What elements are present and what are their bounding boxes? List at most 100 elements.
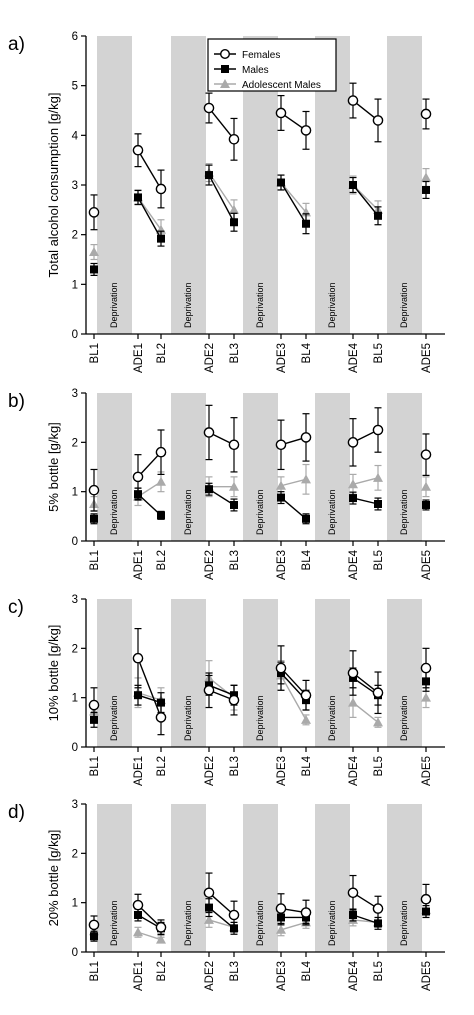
series-line (280, 478, 307, 487)
data-point (228, 134, 240, 145)
y-tick-label: 3 (72, 388, 78, 400)
x-tick-label: ADE2 (204, 961, 216, 991)
data-point (300, 907, 312, 918)
y-axis-title: 5% bottle [g/kg] (46, 422, 61, 512)
deprivation-band (97, 804, 132, 952)
deprivation-band (387, 393, 422, 541)
series-line (280, 182, 307, 225)
panel-label: b) (8, 391, 25, 412)
data-point (374, 500, 382, 508)
x-tick-label: ADE5 (421, 961, 433, 991)
y-tick-label: 3 (72, 799, 78, 811)
data-point (347, 887, 359, 899)
data-point (420, 662, 432, 674)
data-point (420, 108, 432, 120)
data-point (132, 144, 144, 156)
deprivation-band (97, 599, 132, 747)
legend-marker (220, 79, 230, 88)
deprivation-label: Deprivation (109, 695, 119, 741)
series-line (208, 892, 235, 916)
deprivation-band (387, 36, 422, 334)
legend-box (207, 38, 337, 92)
series-line (208, 172, 235, 211)
deprivation-band (97, 393, 132, 541)
panel-label: a) (8, 34, 25, 55)
series-line (352, 477, 379, 485)
series-line (208, 107, 235, 140)
legend-marker (219, 49, 230, 60)
series-line (352, 497, 379, 505)
data-point (203, 887, 215, 899)
data-point (277, 178, 285, 187)
legend-label: Adolescent Males (242, 80, 321, 91)
x-tick-label: ADE5 (421, 550, 433, 580)
y-axis-title: Total alcohol consumption [g/kg] (46, 93, 61, 278)
data-point (203, 427, 215, 438)
x-tick-label: BL3 (229, 343, 241, 363)
data-point (421, 481, 431, 491)
data-point (155, 183, 167, 195)
y-tick-label: 0 (72, 947, 78, 959)
x-tick-label: ADE2 (204, 343, 216, 373)
data-point (230, 218, 238, 227)
series-line (137, 657, 162, 718)
y-tick-label: 1 (72, 693, 78, 705)
data-point (88, 919, 100, 931)
deprivation-band (171, 804, 206, 952)
series-females (88, 404, 432, 512)
panel-label: d) (8, 802, 25, 823)
y-tick-label: 2 (72, 848, 78, 860)
x-tick-label: BL3 (229, 961, 241, 981)
deprivation-band (387, 599, 422, 747)
data-point (90, 932, 98, 941)
series-females (88, 627, 432, 736)
data-point (421, 172, 431, 182)
data-point (88, 699, 100, 711)
data-point (349, 181, 357, 189)
data-point (275, 439, 287, 451)
series-line (137, 904, 162, 928)
x-tick-label: ADE1 (133, 343, 145, 373)
x-tick-label: BL4 (301, 549, 313, 570)
series-line (280, 675, 307, 721)
legend-marker (221, 65, 229, 73)
x-tick-label: ADE4 (348, 342, 360, 373)
data-point (276, 924, 286, 934)
x-tick-label: ADE4 (348, 755, 360, 786)
series-line (137, 931, 162, 941)
deprivation-band (315, 393, 350, 541)
x-tick-label: BL4 (301, 960, 313, 981)
data-point (300, 125, 312, 136)
data-point (372, 903, 384, 914)
data-point (349, 911, 357, 919)
data-point (373, 717, 383, 727)
x-tick-label: BL4 (301, 755, 313, 776)
data-point (132, 652, 144, 664)
x-tick-label: BL3 (229, 756, 241, 776)
series-line (280, 667, 307, 696)
y-tick-label: 4 (72, 130, 79, 142)
data-point (88, 484, 100, 496)
deprivation-band (243, 804, 278, 952)
series-line (352, 184, 379, 217)
x-tick-label: BL4 (301, 342, 313, 363)
panel-label: c) (8, 597, 24, 618)
data-point (275, 107, 287, 119)
y-tick-label: 1 (72, 898, 78, 910)
deprivation-label: Deprivation (109, 489, 119, 535)
data-point (155, 446, 167, 458)
series-line (352, 672, 379, 694)
y-tick-label: 2 (72, 643, 78, 655)
series-line (352, 914, 379, 925)
data-point (302, 219, 310, 228)
y-tick-label: 3 (72, 180, 78, 192)
y-tick-label: 0 (72, 742, 78, 754)
y-tick-label: 5 (72, 81, 78, 93)
y-tick-label: 0 (72, 329, 78, 341)
data-point (348, 479, 358, 489)
data-point (132, 899, 144, 911)
x-tick-label: BL5 (373, 343, 385, 363)
legend-label: Males (242, 65, 269, 76)
panel-a: Deprivation Deprivation Deprivation Depriva… (8, 31, 445, 373)
